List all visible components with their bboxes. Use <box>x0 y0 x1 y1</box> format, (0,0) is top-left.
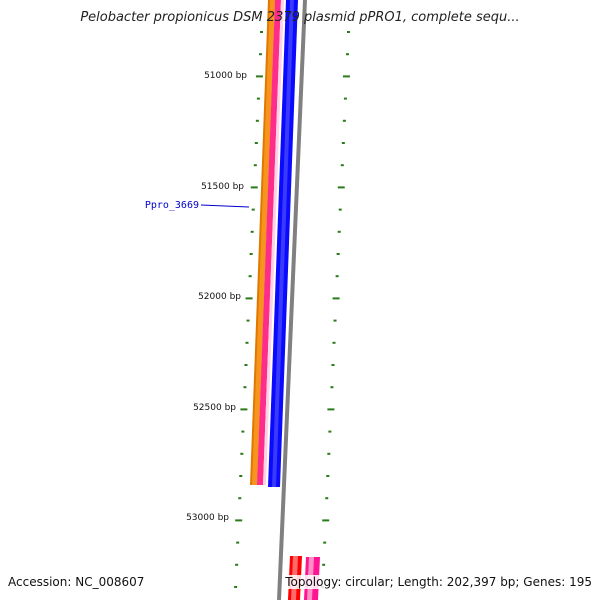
genes-label: Genes: <box>523 575 566 589</box>
scale-tick-major <box>255 75 263 78</box>
gc-tick <box>327 452 331 455</box>
scale-tick-major <box>250 186 258 189</box>
scale-tick-minor <box>238 497 242 500</box>
gene-arc-orange <box>252 0 275 485</box>
scale-ticks <box>234 31 264 588</box>
scale-label-53000: 53000 bp <box>186 513 229 523</box>
gc-tick <box>347 31 351 33</box>
topology-label: Topology: <box>285 575 342 589</box>
topology-value: circular; <box>345 575 394 589</box>
scale-tick-minor <box>251 208 255 211</box>
gene-label-ppro-3669[interactable]: Ppro_3669 <box>145 200 199 211</box>
gene-callout-line <box>200 204 250 208</box>
length-label: Length: <box>397 575 443 589</box>
gene-arc-blue-highlight <box>272 0 294 487</box>
gc-tick <box>341 142 345 144</box>
gene-arc-pink <box>257 0 281 485</box>
gc-tick <box>337 230 341 233</box>
scale-label-52000: 52000 bp <box>198 292 241 302</box>
scale-tick-major <box>245 297 253 300</box>
gc-tick <box>330 386 334 389</box>
scale-tick-minor <box>248 275 252 278</box>
gene-features <box>250 0 320 600</box>
gc-tick <box>328 430 332 433</box>
scale-tick-minor <box>241 430 245 433</box>
gc-tick <box>343 97 347 100</box>
gc-tick <box>326 475 330 477</box>
scale-tick-minor <box>246 319 250 322</box>
scale-label-51000: 51000 bp <box>204 71 247 81</box>
gc-tick <box>345 53 349 56</box>
scale-tick-minor <box>250 230 254 233</box>
gc-tick <box>331 364 335 366</box>
gc-tick <box>325 497 329 500</box>
scale-tick-minor <box>236 541 240 544</box>
scale-tick-major <box>240 408 248 411</box>
accession-info: Accession: NC_008607 <box>8 575 145 589</box>
scale-tick-major <box>235 519 243 522</box>
genes-value: 195 <box>569 575 592 589</box>
gene-arc-gap <box>263 0 284 485</box>
gc-tick <box>342 75 350 78</box>
scale-tick-minor <box>253 164 257 167</box>
scale-tick-minor <box>256 97 260 100</box>
backbone-line <box>277 0 307 600</box>
gene-callout-ppro-3669[interactable]: Ppro_3669 <box>145 200 250 211</box>
sequence-summary: Topology: circular; Length: 202,397 bp; … <box>285 575 592 589</box>
gc-tick <box>332 341 336 344</box>
scale-labels: 51000 bp 51500 bp 52000 bp 52500 bp 5300… <box>186 71 247 523</box>
gc-skew-track <box>321 31 351 588</box>
scale-tick-minor <box>234 586 238 588</box>
scale-tick-minor <box>239 475 243 477</box>
scale-label-51500: 51500 bp <box>201 182 244 192</box>
gc-tick <box>323 541 327 544</box>
accession-value: NC_008607 <box>75 575 145 589</box>
scale-tick-minor <box>258 53 262 56</box>
gc-tick <box>340 164 344 167</box>
gc-tick <box>322 563 326 566</box>
gc-tick <box>333 319 337 322</box>
gc-tick <box>335 275 339 278</box>
scale-tick-minor <box>245 341 249 344</box>
gc-tick <box>337 186 345 189</box>
gc-tick <box>332 297 340 300</box>
backbone <box>277 0 307 600</box>
scale-tick-minor <box>244 364 248 366</box>
scale-tick-minor <box>235 563 239 566</box>
length-value: 202,397 bp; <box>446 575 520 589</box>
gc-tick <box>342 119 346 122</box>
gc-tick <box>322 519 330 522</box>
scale-tick-minor <box>260 31 264 33</box>
scale-label-52500: 52500 bp <box>193 403 236 413</box>
accession-label: Accession: <box>8 575 72 589</box>
gc-tick <box>338 208 342 211</box>
scale-tick-minor <box>255 119 259 122</box>
scale-tick-minor <box>254 142 258 144</box>
scale-tick-minor <box>249 253 253 255</box>
scale-tick-minor <box>240 452 244 455</box>
scale-tick-minor <box>243 386 247 389</box>
gc-tick <box>336 253 340 255</box>
map-title: Pelobacter propionicus DSM 2379 plasmid … <box>80 10 520 25</box>
gc-tick <box>327 408 335 411</box>
